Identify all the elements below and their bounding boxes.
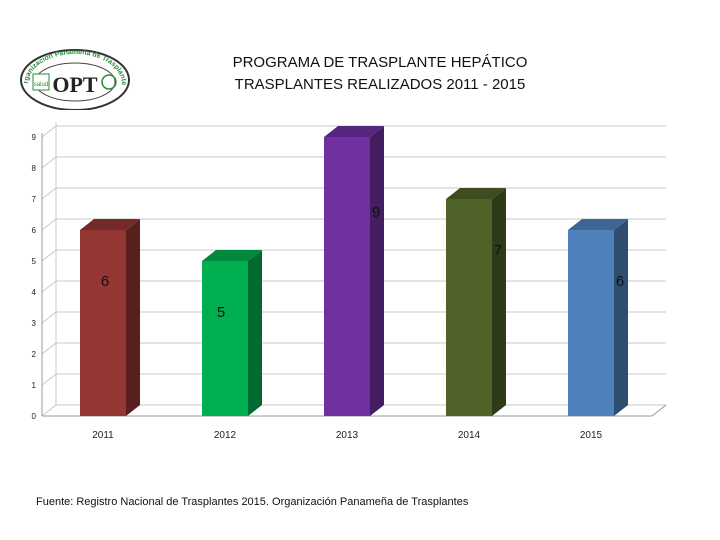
floor-edge [651,404,667,417]
x-tick-label: 2012 [214,430,237,441]
gridline-diag [41,280,57,293]
bar-side-2011 [126,219,140,416]
logo-salud-badge: salud [34,82,48,88]
gridline-diag [41,373,57,386]
y-tick-label: 1 [32,381,37,390]
bar-2014 [446,199,492,416]
x-tick-label: 2014 [458,430,481,441]
data-label-2015: 6 [616,273,624,290]
x-tick-label: 2011 [92,430,114,441]
y-tick-label: 6 [32,226,37,235]
gridline-diag [41,342,57,355]
bar-side-2013 [370,126,384,416]
gridline-diag [41,156,57,169]
chart-subtitle: TRASPLANTES REALIZADOS 2011 - 2015 [234,76,526,93]
gridline-diag [41,187,57,200]
gridline-diag [41,218,57,231]
data-label-2011: 6 [101,273,109,290]
chart-title: PROGRAMA DE TRASPLANTE HEPÁTICO [232,54,528,71]
gridline-diag [41,404,57,417]
opt-logo: Organización Panameña de Trasplantes sal… [18,44,130,110]
x-tick-label: 2013 [336,430,359,441]
gridline-diag [41,125,57,138]
y-tick-label: 0 [32,412,37,421]
bar-side-2012 [248,250,262,416]
bar-2013 [324,137,370,416]
x-tick-label: 2015 [580,430,603,441]
logo-mark: OPT [52,72,98,97]
bar-top-2013 [324,126,384,137]
data-label-2014: 7 [494,242,502,259]
bar-top-2014 [446,188,506,199]
source-note: Fuente: Registro Nacional de Trasplantes… [36,496,469,508]
bar-2011 [80,230,126,416]
data-label-2013: 9 [372,204,380,221]
bar-2015 [568,230,614,416]
gridline-diag [41,311,57,324]
bar-2012 [202,261,248,416]
y-tick-label: 5 [32,257,37,266]
y-tick-label: 9 [32,133,37,142]
y-tick-label: 2 [32,350,37,359]
bar-side-2014 [492,188,506,416]
chart-titles: PROGRAMA DE TRASPLANTE HEPÁTICO TRASPLAN… [160,52,600,96]
logo-emblem-icon [101,74,117,90]
bar-top-2012 [202,250,262,261]
bar-side-2015 [614,219,628,416]
bar-top-2015 [568,219,628,230]
gridline-diag [41,249,57,262]
y-tick-label: 3 [32,319,37,328]
data-label-2012: 5 [217,304,225,321]
bar-top-2011 [80,219,140,230]
y-tick-label: 8 [32,164,37,173]
y-tick-label: 7 [32,195,37,204]
y-tick-label: 4 [32,288,37,297]
